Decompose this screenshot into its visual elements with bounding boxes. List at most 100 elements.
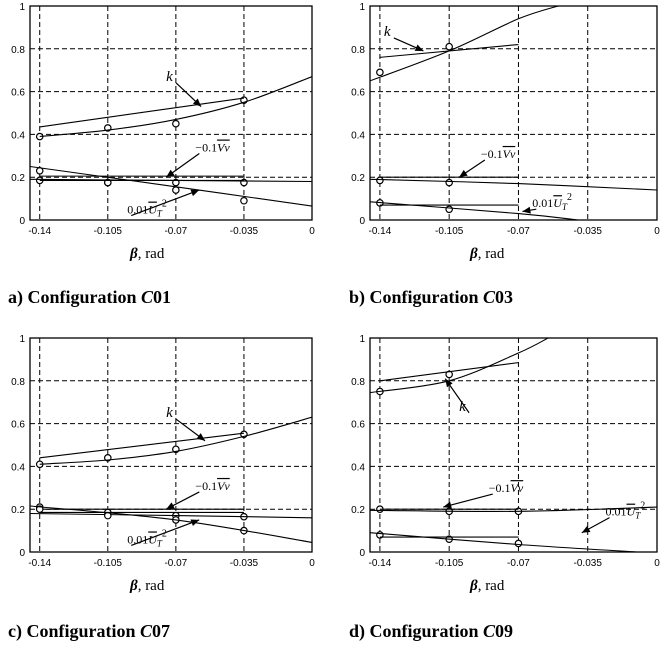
series-curve <box>30 165 312 207</box>
x-tick-label: 0 <box>309 226 315 237</box>
annotation-label: k <box>384 24 391 40</box>
arrow-head <box>445 378 453 388</box>
y-tick-label: 0.2 <box>351 173 365 184</box>
x-tick-label: -0.105 <box>435 226 464 237</box>
annotation-label: k <box>166 69 173 85</box>
arrow-head <box>190 519 200 526</box>
x-axis-label: β, rad <box>469 578 505 594</box>
data-point <box>376 176 384 185</box>
annotation-label: k <box>166 405 173 421</box>
y-tick-label: 0 <box>19 548 25 559</box>
series-line <box>379 362 519 382</box>
series-curve <box>370 178 657 191</box>
y-tick-label: 0.6 <box>351 88 365 99</box>
annotation-arrow <box>131 519 200 547</box>
x-tick-label: -0.07 <box>164 558 187 569</box>
data-point <box>376 68 384 77</box>
x-tick-label: 0 <box>654 226 660 237</box>
plot-frame <box>369 5 658 221</box>
chart-panel-2: -0.14 -0.105 -0.07 -0.035 0 0 0.2 0.4 0.6 0.8 1 k −0… <box>8 334 315 642</box>
y-tick-label: 0.2 <box>351 505 365 516</box>
annotation-label: 0.01UT2 <box>127 528 167 548</box>
data-point <box>240 196 248 205</box>
annotation-label: k <box>459 399 466 415</box>
y-tick-label: 0.6 <box>11 420 25 431</box>
y-tick-label: 0.8 <box>11 377 25 388</box>
plot-frame <box>29 337 313 553</box>
x-tick-label: 0 <box>654 558 660 569</box>
y-tick-label: 0.6 <box>11 88 25 99</box>
plot-frame <box>369 337 658 553</box>
series-curve <box>30 512 312 519</box>
data-point <box>172 186 180 194</box>
x-tick-label: -0.105 <box>94 226 123 237</box>
arrow-head <box>166 502 175 510</box>
series-curve <box>39 76 312 138</box>
y-tick-label: 0 <box>19 216 25 227</box>
series-group <box>30 416 312 543</box>
series-curve <box>370 6 559 82</box>
arrow-head <box>192 98 202 107</box>
series-curve <box>370 201 578 220</box>
annotation-arrow <box>131 189 200 217</box>
chart-caption: c) Configuration C07 <box>8 621 170 642</box>
y-tick-label: 0.8 <box>351 45 365 56</box>
data-point <box>514 539 523 548</box>
y-tick-label: 1 <box>359 2 365 13</box>
x-tick-label: -0.035 <box>574 226 603 237</box>
y-tick-label: 0 <box>359 216 365 227</box>
y-tick-label: 0.8 <box>351 377 365 388</box>
x-tick-label: -0.14 <box>28 558 51 569</box>
arrow-head <box>443 501 452 509</box>
series-group <box>370 6 657 220</box>
x-tick-label: -0.035 <box>230 226 259 237</box>
annotation-label: −0.1Vv <box>481 147 516 161</box>
arrow-head <box>190 189 200 197</box>
annotation-label: −0.1Vv <box>489 481 524 495</box>
x-tick-label: 0 <box>309 558 315 569</box>
series-curve <box>30 505 312 543</box>
series-curve <box>370 506 657 512</box>
x-tick-label: -0.105 <box>94 558 123 569</box>
y-tick-label: 1 <box>19 334 25 345</box>
y-tick-label: 0.4 <box>11 462 25 473</box>
annotation-label: 0.01UT2 <box>127 199 167 219</box>
x-axis-label: β, rad <box>129 578 165 594</box>
annotation-label: −0.1Vv <box>195 479 230 493</box>
chart-panel-0: -0.14 -0.105 -0.07 -0.035 0 0 0.2 0.4 0.6 0.8 1 k −0… <box>8 2 315 308</box>
series-group <box>370 338 657 552</box>
chart-caption: d) Configuration C09 <box>349 621 513 642</box>
annotation-label: 0.01UT2 <box>532 192 572 212</box>
y-tick-label: 0 <box>359 548 365 559</box>
data-point <box>445 42 453 51</box>
x-tick-label: -0.14 <box>368 558 391 569</box>
chart-caption: b) Configuration C03 <box>349 287 513 308</box>
x-tick-label: -0.14 <box>28 226 51 237</box>
plot-frame <box>29 5 313 221</box>
annotation-label: −0.1Vv <box>195 141 230 155</box>
data-point <box>445 178 453 187</box>
arrow-head <box>196 433 206 441</box>
arrow-head <box>166 169 175 178</box>
series-curve <box>370 532 638 552</box>
x-tick-label: -0.14 <box>368 226 391 237</box>
chart-caption: a) Configuration C01 <box>8 287 171 308</box>
series-line <box>39 97 245 128</box>
data-point <box>172 119 180 128</box>
y-tick-label: 0.4 <box>351 130 365 141</box>
x-tick-label: -0.105 <box>435 558 464 569</box>
series-line <box>39 432 244 459</box>
panels: -0.14 -0.105 -0.07 -0.035 0 0 0.2 0.4 0.6 0.8 1 k −0… <box>8 2 660 642</box>
y-tick-label: 0.2 <box>11 505 25 516</box>
series-group <box>30 76 312 207</box>
x-tick-label: -0.07 <box>164 226 187 237</box>
annotation-label: 0.01UT2 <box>606 501 646 521</box>
annotation-arrow <box>443 493 493 508</box>
y-tick-label: 0.2 <box>11 173 25 184</box>
y-tick-label: 1 <box>19 2 25 13</box>
x-tick-label: -0.035 <box>230 558 259 569</box>
x-tick-label: -0.07 <box>507 226 530 237</box>
x-axis-label: β, rad <box>469 246 505 262</box>
chart-panel-3: -0.14 -0.105 -0.07 -0.035 0 0 0.2 0.4 0.6 0.8 1 k −0… <box>349 334 660 642</box>
